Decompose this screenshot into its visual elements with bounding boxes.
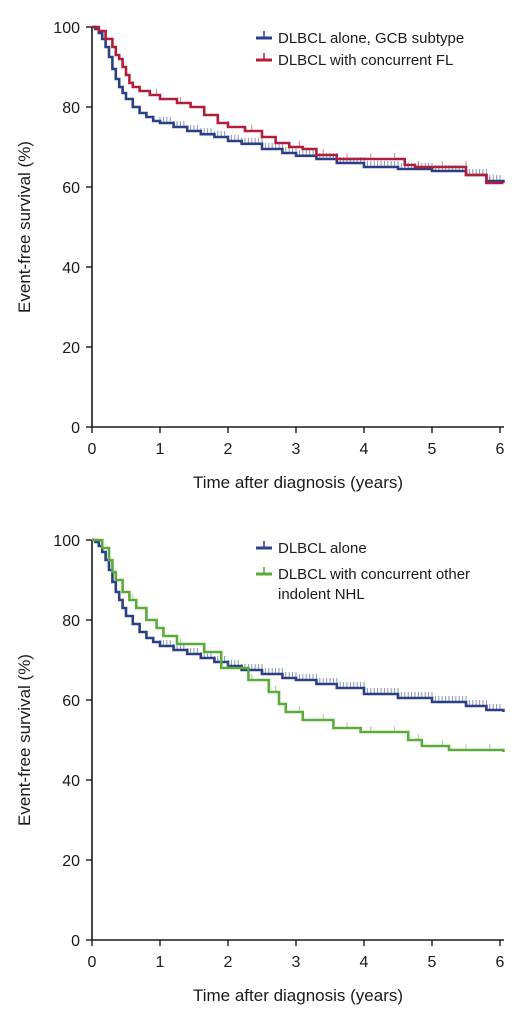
- bottom-y-tick-label-80: 80: [62, 613, 80, 630]
- top-legend-item-1: DLBCL with concurrent FL: [256, 52, 453, 69]
- top-y-tick-labels: 0 20 40 60 80 100: [53, 20, 80, 437]
- top-legend-item-0: DLBCL alone, GCB subtype: [256, 30, 464, 47]
- top-y-axis-title: Event-free survival (%): [15, 141, 34, 313]
- top-series-censor-marks-1: [132, 81, 491, 183]
- bottom-x-tick-label-5: 5: [428, 954, 437, 971]
- top-x-tick-label-4: 4: [360, 441, 369, 458]
- chart-top: 0 1 2 3 4 5 6 0 20 40 60 80 100 Time aft…: [15, 20, 505, 492]
- bottom-x-tick-label-4: 4: [360, 954, 369, 971]
- bottom-y-tick-label-0: 0: [71, 933, 80, 950]
- top-x-tick-label-0: 0: [88, 441, 97, 458]
- bottom-series-censor-marks-1: [132, 594, 491, 750]
- bottom-legend-label-1-text: DLBCL with concurrent other: [278, 566, 470, 583]
- top-y-tick-label-0: 0: [71, 420, 80, 437]
- top-plot-area: [86, 25, 505, 433]
- top-legend: DLBCL alone, GCB subtype DLBCL with conc…: [256, 30, 464, 69]
- bottom-x-tick-label-2: 2: [224, 954, 233, 971]
- bottom-x-tick-label-3: 3: [292, 954, 301, 971]
- chart-bottom: 0 1 2 3 4 5 6 0 20 40 60 80 100 Time aft…: [15, 533, 505, 1005]
- top-y-tick-label-20: 20: [62, 340, 80, 357]
- bottom-y-tick-label-40: 40: [62, 773, 80, 790]
- top-y-tick-label-60: 60: [62, 180, 80, 197]
- top-x-tick-label-1: 1: [156, 441, 165, 458]
- bottom-x-axis-title: Time after diagnosis (years): [193, 986, 403, 1005]
- bottom-y-tick-label-100: 100: [53, 533, 80, 550]
- bottom-legend-item-0: DLBCL alone: [256, 540, 367, 557]
- bottom-legend-label-1-line2: indolent NHL: [278, 586, 365, 603]
- bottom-legend-item-1: DLBCL with concurrent other indolent NHL: [256, 566, 470, 603]
- top-x-tick-label-5: 5: [428, 441, 437, 458]
- bottom-y-tick-labels: 0 20 40 60 80 100: [53, 533, 80, 950]
- bottom-y-axis-title: Event-free survival (%): [15, 654, 34, 826]
- top-legend-label-0: DLBCL alone, GCB subtype: [278, 30, 464, 47]
- bottom-x-tick-label-6: 6: [496, 954, 505, 971]
- top-x-tick-labels: 0 1 2 3 4 5 6: [88, 441, 505, 458]
- top-y-tick-label-80: 80: [62, 100, 80, 117]
- bottom-legend-label-1: DLBCL with concurrent other: [278, 566, 470, 583]
- bottom-x-tick-label-1: 1: [156, 954, 165, 971]
- bottom-y-tick-label-20: 20: [62, 853, 80, 870]
- bottom-plot-area: [86, 538, 505, 946]
- top-y-tick-label-40: 40: [62, 260, 80, 277]
- top-legend-label-1: DLBCL with concurrent FL: [278, 52, 453, 69]
- bottom-series-censor-marks-0: [159, 640, 501, 710]
- top-x-tick-label-2: 2: [224, 441, 233, 458]
- bottom-x-tick-labels: 0 1 2 3 4 5 6: [88, 954, 505, 971]
- bottom-legend: DLBCL alone DLBCL with concurrent other …: [256, 540, 470, 603]
- top-series-line-1: [92, 25, 504, 185]
- top-y-tick-label-100: 100: [53, 20, 80, 37]
- top-x-axis-title: Time after diagnosis (years): [193, 473, 403, 492]
- top-x-tick-label-3: 3: [292, 441, 301, 458]
- bottom-y-tick-label-60: 60: [62, 693, 80, 710]
- bottom-x-tick-label-0: 0: [88, 954, 97, 971]
- bottom-legend-label-0: DLBCL alone: [278, 540, 367, 557]
- top-x-tick-label-6: 6: [496, 441, 505, 458]
